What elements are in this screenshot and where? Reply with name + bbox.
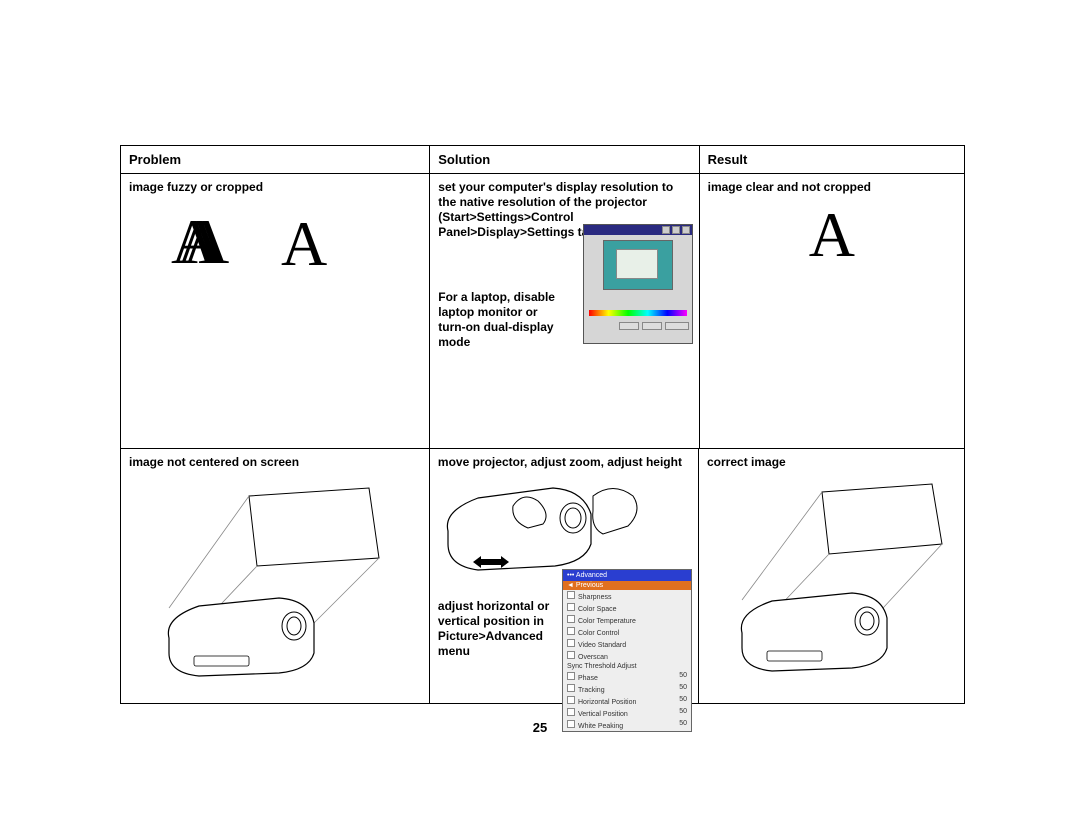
cell-solution-2: move projector, adjust zoom, adjust heig… xyxy=(430,449,699,703)
offcenter-projector-illustration xyxy=(129,478,419,688)
menu-item: Overscan xyxy=(563,650,691,662)
menu-item: Video Standard xyxy=(563,638,691,650)
menu-item: Sync Threshold Adjust xyxy=(563,662,691,671)
result-letter: A xyxy=(708,195,956,275)
cell-solution-1: set your computer's display resolution t… xyxy=(430,174,699,448)
dialog-close-icon xyxy=(682,226,690,234)
result-title-2: correct image xyxy=(707,455,956,470)
menu-item: Color Space xyxy=(563,602,691,614)
menu-item: Phase50 xyxy=(563,671,691,683)
cell-problem-2: image not centered on screen xyxy=(121,449,430,703)
header-row: Problem Solution Result xyxy=(121,146,964,174)
troubleshooting-table: Problem Solution Result image fuzzy or c… xyxy=(120,145,965,704)
solution-sub-1: For a laptop, disable laptop monitor or … xyxy=(438,290,558,350)
ghosted-letter: A A A xyxy=(169,207,241,279)
problem-title-2: image not centered on screen xyxy=(129,455,421,470)
problem-title-1: image fuzzy or cropped xyxy=(129,180,421,195)
cell-result-1: image clear and not cropped A xyxy=(700,174,964,448)
cell-result-2: correct image xyxy=(699,449,964,703)
menu-item: Tracking50 xyxy=(563,683,691,695)
dialog-max-icon xyxy=(672,226,680,234)
result-title-1: image clear and not cropped xyxy=(708,180,956,195)
menu-item: Color Temperature xyxy=(563,614,691,626)
header-problem: Problem xyxy=(121,146,430,173)
menu-highlight: ◄ Previous xyxy=(563,581,691,590)
dialog-ok-button xyxy=(619,322,639,330)
advanced-menu: ••• Advanced ◄ Previous Sharpness Color … xyxy=(562,569,692,732)
centered-projector-illustration xyxy=(707,478,957,688)
menu-title: ••• Advanced xyxy=(563,570,691,581)
menu-item: Vertical Position50 xyxy=(563,707,691,719)
dialog-cancel-button xyxy=(642,322,662,330)
svg-text:A: A xyxy=(183,207,229,277)
dialog-min-icon xyxy=(662,226,670,234)
dialog-apply-button xyxy=(665,322,689,330)
menu-item: Sharpness xyxy=(563,590,691,602)
dialog-titlebar xyxy=(584,225,692,235)
fuzzy-letter-demo: A A A A xyxy=(129,207,421,281)
solution-main-2: move projector, adjust zoom, adjust heig… xyxy=(438,455,690,470)
sharp-letter: A xyxy=(281,207,327,281)
menu-item: Horizontal Position50 xyxy=(563,695,691,707)
solution-sub-2: adjust horizontal or vertical position i… xyxy=(438,599,556,659)
header-solution: Solution xyxy=(430,146,699,173)
display-properties-dialog xyxy=(583,224,693,344)
header-result: Result xyxy=(700,146,964,173)
cell-problem-1: image fuzzy or cropped A A A A xyxy=(121,174,430,448)
row-fuzzy: image fuzzy or cropped A A A A set your … xyxy=(121,174,964,449)
page-number: 25 xyxy=(0,720,1080,735)
monitor-icon xyxy=(603,240,673,290)
row-not-centered: image not centered on screen move projec… xyxy=(121,449,964,704)
color-bar xyxy=(589,310,687,316)
dialog-body xyxy=(584,235,692,333)
menu-item: Color Control xyxy=(563,626,691,638)
